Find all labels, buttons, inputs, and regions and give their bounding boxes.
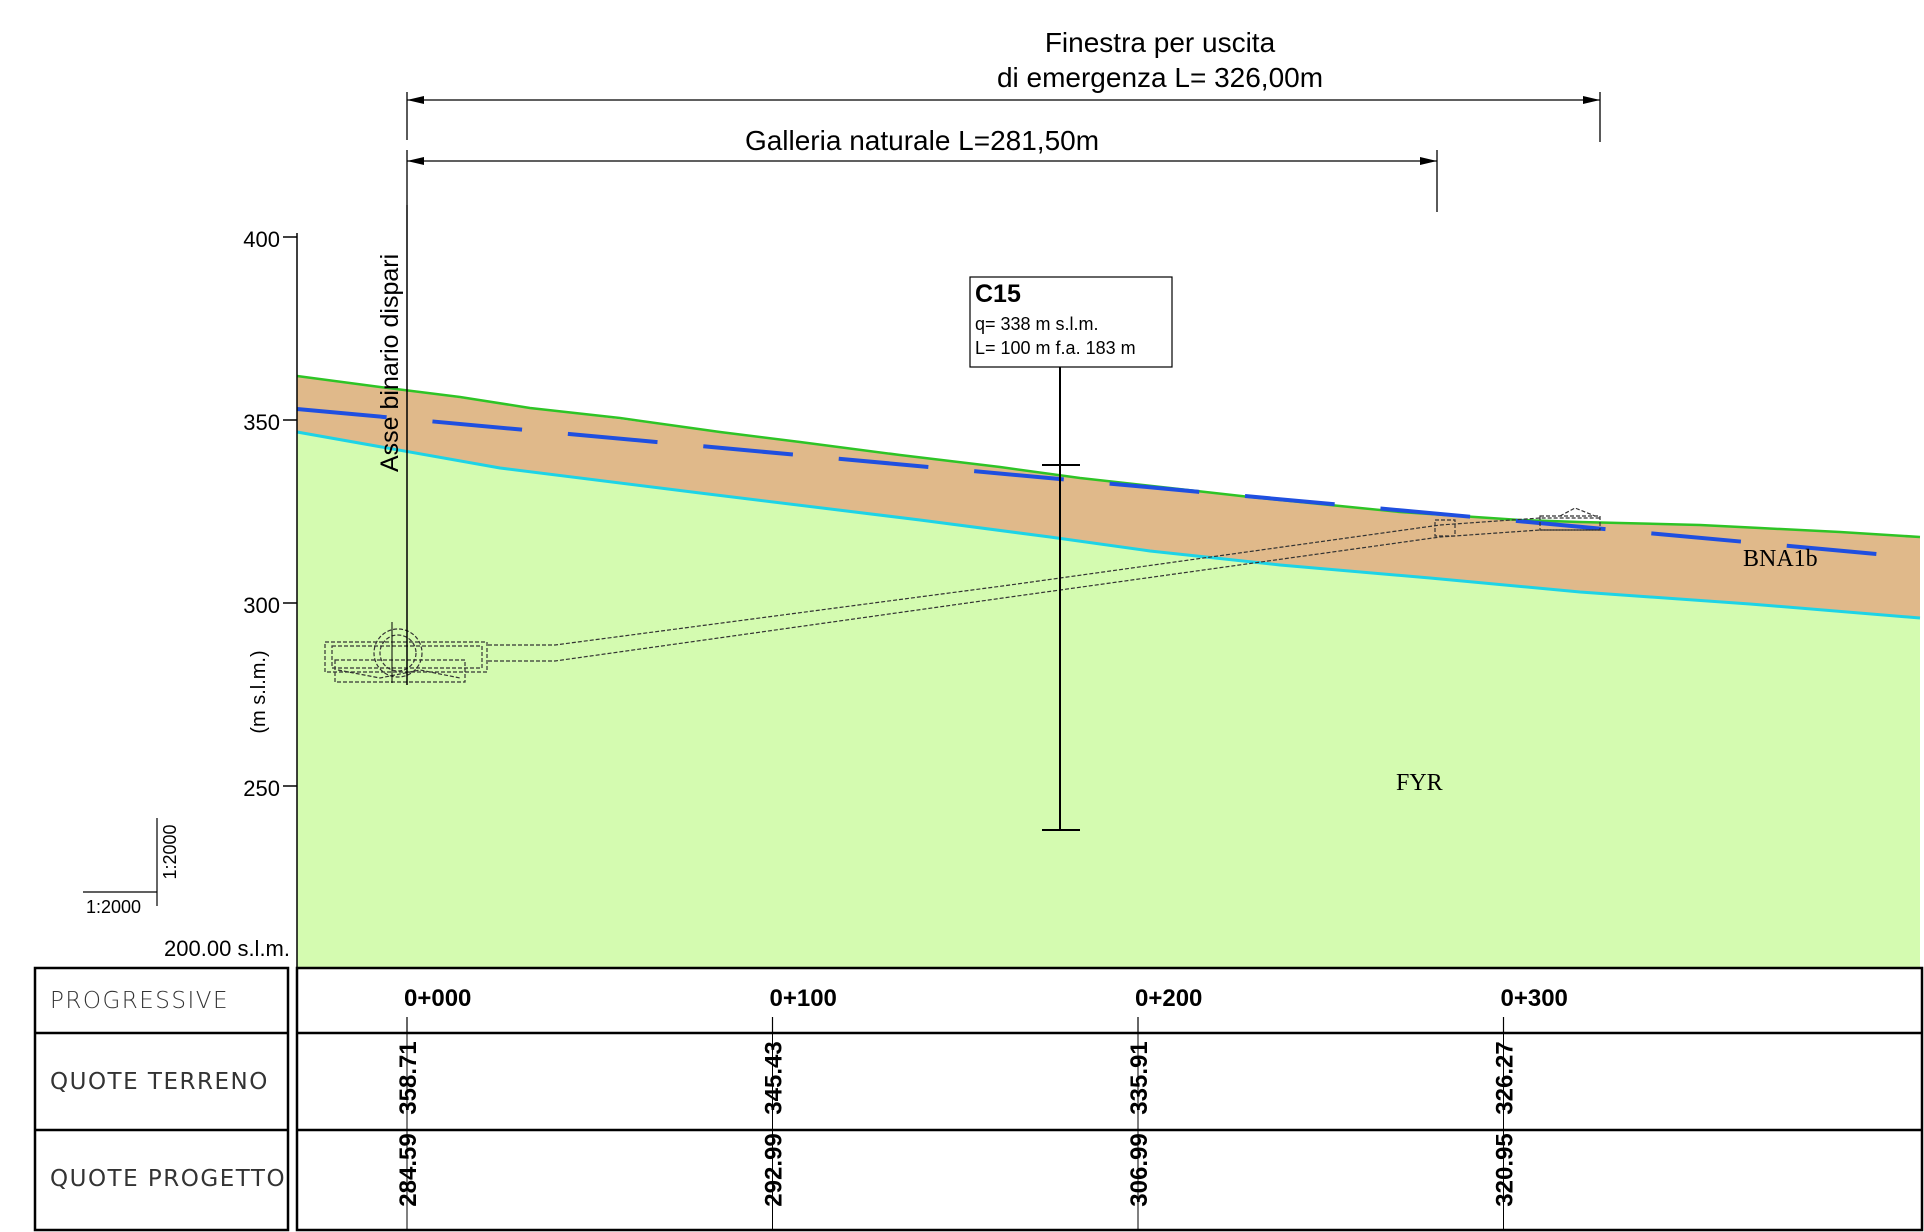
unit-label-upper: BNA1b	[1743, 546, 1818, 572]
station-quote-progetto: 306.99	[1126, 1133, 1153, 1206]
tunnel-dimension	[406, 150, 1438, 212]
borehole-name: C15	[975, 280, 1021, 308]
window-dimension	[406, 92, 1601, 142]
scale-indicator	[83, 818, 158, 906]
unit-label-lower: FYR	[1396, 770, 1443, 796]
window-title-line1: Finestra per uscita	[1045, 27, 1276, 58]
station-quote-terreno: 345.43	[761, 1041, 788, 1114]
station-quote-progetto: 284.59	[395, 1133, 422, 1206]
tick-250: 250	[243, 776, 280, 801]
station-progressive: 0+300	[1501, 985, 1568, 1012]
profile-table	[33, 966, 1924, 1232]
station-progressive: 0+000	[404, 985, 471, 1012]
table-columns: 0+000 358.71 284.59 0+100 345.43 292.99 0+200 3…	[395, 985, 1568, 1230]
elevation-axis-label: (m s.l.m.)	[248, 650, 270, 733]
tick-350: 350	[243, 410, 280, 435]
tunnel-drawing	[324, 507, 1601, 683]
scale-vertical: 1:2000	[160, 824, 180, 879]
window-title-line2: di emergenza L= 326,00m	[997, 62, 1323, 93]
station-progressive: 0+200	[1135, 985, 1202, 1012]
borehole-length: L= 100 m f.a. 183 m	[975, 338, 1136, 358]
lower-unit-fill	[297, 432, 1920, 968]
base-elevation-label: 200.00 s.l.m.	[164, 936, 290, 961]
station-quote-progetto: 292.99	[761, 1133, 788, 1206]
borehole-elevation: q= 338 m s.l.m.	[975, 314, 1099, 334]
row-label-quote-progetto: QUOTE PROGETTO	[50, 1166, 286, 1192]
station-progressive: 0+100	[770, 985, 837, 1012]
axis-reference-label: Asse binario dispari	[376, 254, 404, 472]
station-quote-progetto: 320.95	[1492, 1133, 1519, 1206]
tick-400: 400	[243, 227, 280, 252]
station-quote-terreno: 358.71	[395, 1041, 422, 1114]
row-label-quote-terreno: QUOTE TERRENO	[50, 1069, 269, 1095]
station-quote-terreno: 335.91	[1126, 1041, 1153, 1114]
tick-300: 300	[243, 593, 280, 618]
unit-contact-line	[296, 430, 1921, 620]
elevation-axis	[283, 233, 298, 968]
station-quote-terreno: 326.27	[1492, 1041, 1519, 1114]
upper-unit-fill	[297, 376, 1920, 618]
borehole-label-box	[969, 276, 1173, 368]
row-label-progressive: PROGRESSIVE	[50, 988, 229, 1014]
scale-horizontal: 1:2000	[86, 897, 141, 917]
ground-surface-line	[296, 374, 1921, 539]
tunnel-title: Galleria naturale L=281,50m	[745, 125, 1099, 156]
